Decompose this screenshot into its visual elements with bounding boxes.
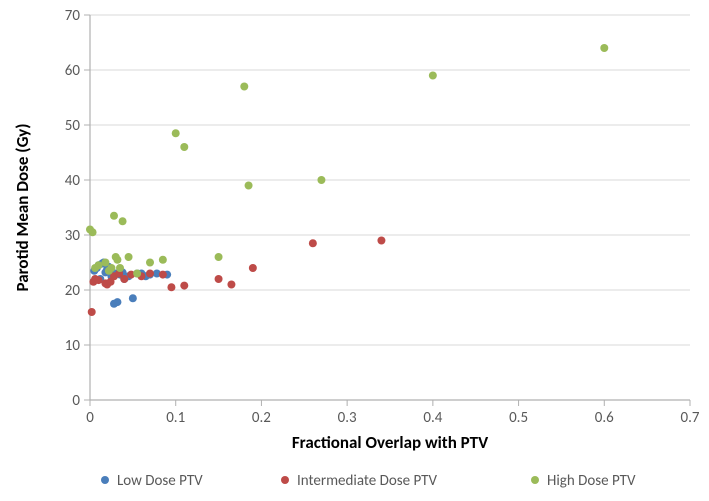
data-point [107,264,115,272]
legend-label: Intermediate Dose PTV [297,472,437,490]
data-point [95,261,103,269]
data-point [113,298,121,306]
x-tick-label: 0 [86,409,94,427]
data-point [146,270,154,278]
data-point [317,176,325,184]
x-tick-label: 0.7 [681,409,700,427]
y-tick-label: 10 [65,337,81,355]
data-point [88,308,96,316]
x-tick-label: 0.3 [338,409,357,427]
data-point [101,259,109,267]
y-tick-label: 50 [65,117,81,135]
data-point [249,264,257,272]
y-tick-label: 60 [65,62,81,80]
data-point [180,282,188,290]
data-point [167,283,175,291]
data-point [245,182,253,190]
y-tick-label: 40 [65,172,81,190]
data-point [377,237,385,245]
legend-label: Low Dose PTV [117,472,203,490]
data-point [125,253,133,261]
data-point [113,256,121,264]
legend-marker [101,476,109,484]
data-point [129,294,137,302]
y-tick-label: 30 [65,227,81,245]
x-tick-label: 0.1 [166,409,185,427]
legend-marker [531,476,539,484]
data-point [89,228,97,236]
data-point [159,271,167,279]
data-point [600,44,608,52]
data-point [227,281,235,289]
x-tick-label: 0.5 [509,409,528,427]
data-point [215,275,223,283]
data-point [95,276,103,284]
x-axis-label: Fractional Overlap with PTV [292,432,489,453]
y-tick-label: 0 [72,392,80,410]
x-tick-label: 0.6 [595,409,614,427]
data-point [215,253,223,261]
data-point [116,264,124,272]
data-point [172,129,180,137]
y-tick-label: 20 [65,282,81,300]
data-point [119,217,127,225]
y-axis-label: Parotid Mean Dose (Gy) [12,123,33,291]
x-tick-label: 0.4 [423,409,442,427]
data-point [133,270,141,278]
x-tick-label: 0.2 [252,409,271,427]
chart-svg: 0 0.1 0.2 0.3 0.4 0.5 0.6 0.7 0 10 20 30 40 50 60 70 Fra… [0,0,709,501]
data-point [309,239,317,247]
data-point [240,83,248,91]
scatter-chart: 0 0.1 0.2 0.3 0.4 0.5 0.6 0.7 0 10 20 30 40 50 60 70 Fra… [0,0,709,501]
legend-marker [281,476,289,484]
y-tick-label: 70 [65,7,81,25]
data-point [110,212,118,220]
data-point [146,259,154,267]
data-point [120,275,128,283]
data-point [159,256,167,264]
data-point [429,72,437,80]
legend-label: High Dose PTV [547,472,636,490]
data-point [180,143,188,151]
